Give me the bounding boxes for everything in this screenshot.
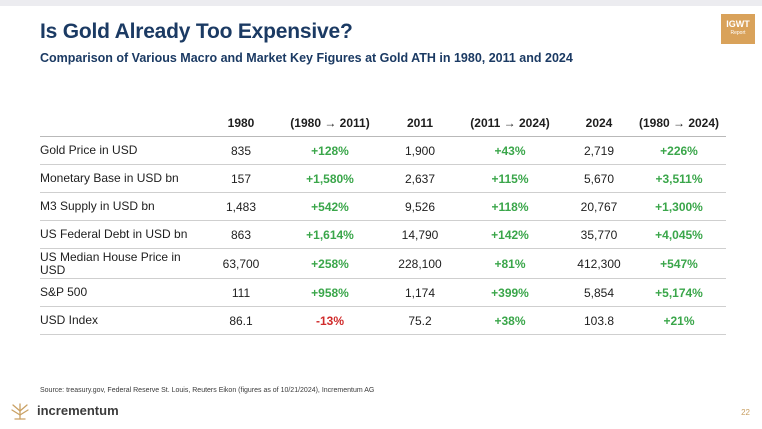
slide-title: Is Gold Already Too Expensive? <box>40 20 353 43</box>
value-1980: 863 <box>208 220 274 249</box>
change-1980-2024: +21% <box>632 306 726 335</box>
value-2011: 9,526 <box>386 192 454 221</box>
value-2011: 2,637 <box>386 164 454 193</box>
table-header-row: 1980 (1980 → 2011) 2011 (2011 → 2024) 20… <box>40 110 726 137</box>
value-1980: 835 <box>208 136 274 165</box>
comparison-table: 1980 (1980 → 2011) 2011 (2011 → 2024) 20… <box>40 110 726 335</box>
row-label: US Median House Price in USD <box>40 248 208 279</box>
value-2011: 1,174 <box>386 278 454 307</box>
row-label: US Federal Debt in USD bn <box>40 220 208 249</box>
change-1980-2011: +1,614% <box>274 220 386 249</box>
change-1980-2024: +3,511% <box>632 164 726 193</box>
change-1980-2011: +542% <box>274 192 386 221</box>
value-2024: 5,670 <box>566 164 632 193</box>
header-1980: 1980 <box>208 110 274 137</box>
row-label: USD Index <box>40 306 208 335</box>
page-number: 22 <box>741 408 750 417</box>
table-row: Gold Price in USD 835 +128% 1,900 +43% 2… <box>40 136 726 165</box>
change-2011-2024: +115% <box>454 164 566 193</box>
change-1980-2011: +258% <box>274 248 386 279</box>
row-label: Gold Price in USD <box>40 136 208 165</box>
source-note: Source: treasury.gov, Federal Reserve St… <box>40 387 375 394</box>
incrementum-logo-icon <box>11 403 29 420</box>
change-1980-2024: +1,300% <box>632 192 726 221</box>
value-2024: 35,770 <box>566 220 632 249</box>
change-2011-2024: +399% <box>454 278 566 307</box>
table-row: US Median House Price in USD 63,700 +258… <box>40 248 726 279</box>
change-1980-2024: +226% <box>632 136 726 165</box>
change-2011-2024: +142% <box>454 220 566 249</box>
table-row: S&P 500 111 +958% 1,174 +399% 5,854 +5,1… <box>40 278 726 307</box>
row-label: M3 Supply in USD bn <box>40 192 208 221</box>
value-1980: 111 <box>208 278 274 307</box>
change-1980-2011: +1,580% <box>274 164 386 193</box>
change-2011-2024: +118% <box>454 192 566 221</box>
value-2024: 412,300 <box>566 248 632 279</box>
header-change-1980-2011: (1980 → 2011) <box>274 110 386 137</box>
header-change-2011-2024: (2011 → 2024) <box>454 110 566 137</box>
change-2011-2024: +38% <box>454 306 566 335</box>
value-2011: 228,100 <box>386 248 454 279</box>
row-label: Monetary Base in USD bn <box>40 164 208 193</box>
change-1980-2011: +958% <box>274 278 386 307</box>
value-2024: 2,719 <box>566 136 632 165</box>
change-1980-2024: +4,045% <box>632 220 726 249</box>
slide-subtitle: Comparison of Various Macro and Market K… <box>40 51 573 65</box>
value-2011: 75.2 <box>386 306 454 335</box>
change-1980-2024: +547% <box>632 248 726 279</box>
header-label <box>40 110 208 137</box>
row-label: S&P 500 <box>40 278 208 307</box>
brand-name: incrementum <box>37 403 119 418</box>
change-1980-2011: +128% <box>274 136 386 165</box>
value-2011: 1,900 <box>386 136 454 165</box>
value-1980: 63,700 <box>208 248 274 279</box>
value-1980: 86.1 <box>208 306 274 335</box>
table-row: Monetary Base in USD bn 157 +1,580% 2,63… <box>40 164 726 193</box>
change-2011-2024: +81% <box>454 248 566 279</box>
value-2024: 5,854 <box>566 278 632 307</box>
change-1980-2011: -13% <box>274 306 386 335</box>
value-2011: 14,790 <box>386 220 454 249</box>
value-2024: 20,767 <box>566 192 632 221</box>
header-2024: 2024 <box>566 110 632 137</box>
table-row: M3 Supply in USD bn 1,483 +542% 9,526 +1… <box>40 192 726 221</box>
header-change-1980-2024: (1980 → 2024) <box>632 110 726 137</box>
table-row: USD Index 86.1 -13% 75.2 +38% 103.8 +21% <box>40 306 726 335</box>
badge-subtitle: Report <box>730 30 746 36</box>
value-1980: 157 <box>208 164 274 193</box>
igwt-report-badge: IGWT Report <box>721 14 755 44</box>
badge-title: IGWT <box>726 19 750 29</box>
value-2024: 103.8 <box>566 306 632 335</box>
slide-top-border <box>0 0 762 6</box>
header-2011: 2011 <box>386 110 454 137</box>
change-2011-2024: +43% <box>454 136 566 165</box>
change-1980-2024: +5,174% <box>632 278 726 307</box>
value-1980: 1,483 <box>208 192 274 221</box>
table-row: US Federal Debt in USD bn 863 +1,614% 14… <box>40 220 726 249</box>
